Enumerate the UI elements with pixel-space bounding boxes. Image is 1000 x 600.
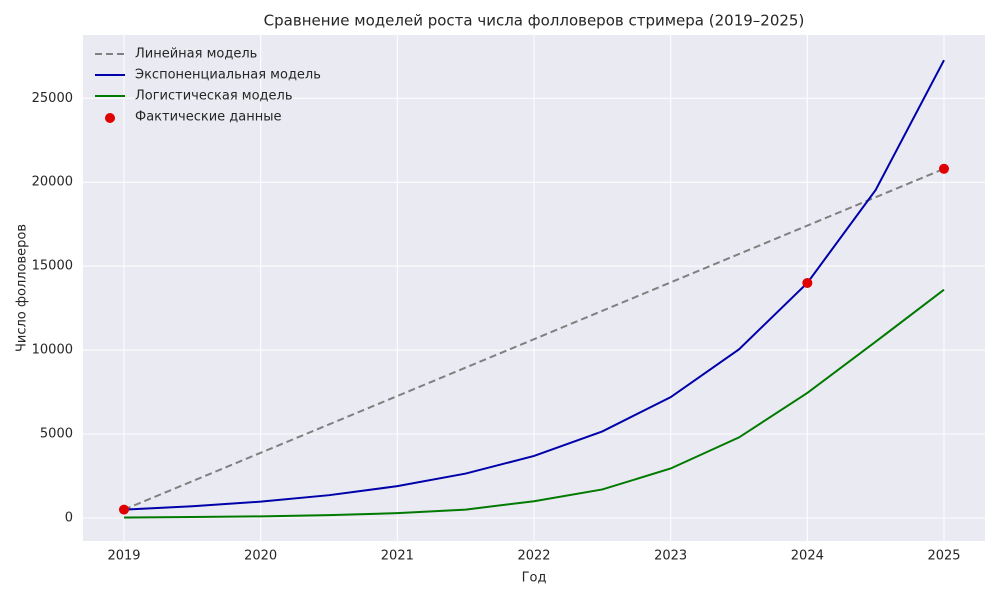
y-tick-label: 10000: [32, 343, 73, 358]
y-axis-label: Число фолловеров: [15, 224, 30, 352]
y-tick-label: 0: [65, 511, 73, 526]
legend-label: Логистическая модель: [135, 89, 293, 104]
y-tick-label: 15000: [32, 259, 73, 274]
data-point: [802, 277, 813, 288]
legend-marker: [105, 113, 115, 123]
series-line: [123, 167, 945, 511]
data-point: [939, 163, 949, 174]
x-tick-label: 2019: [107, 549, 140, 564]
x-tick-label: 2020: [244, 549, 277, 564]
x-tick-label: 2021: [381, 549, 414, 564]
x-tick-label: 2022: [517, 549, 550, 564]
x-tick-label: 2024: [791, 549, 824, 564]
data-point: [119, 504, 129, 515]
x-tick-label: 2023: [654, 549, 687, 564]
y-tick-label: 20000: [32, 175, 73, 190]
legend-label: Фактические данные: [135, 110, 282, 125]
chart-title: Сравнение моделей роста числа фолловеров…: [264, 12, 805, 30]
legend-label: Экспоненциальная модель: [135, 68, 321, 83]
x-tick-label: 2025: [927, 549, 960, 564]
x-axis-label: Год: [522, 571, 547, 586]
series-line: [123, 288, 945, 519]
y-tick-label: 25000: [32, 91, 73, 106]
legend-label: Линейная модель: [135, 47, 257, 62]
y-tick-label: 5000: [40, 427, 73, 442]
